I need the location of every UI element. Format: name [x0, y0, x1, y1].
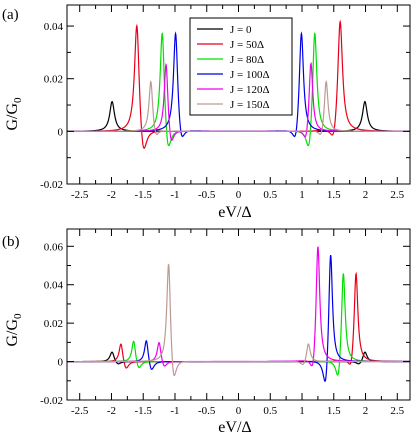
x-tick-label: -1.5 — [135, 189, 153, 201]
x-tick-label: -1.5 — [135, 405, 153, 417]
panel-a-ylabel: G/G0 — [4, 97, 24, 131]
panel-b-label: (b) — [2, 234, 20, 250]
y-tick-label: -0.02 — [40, 395, 63, 407]
panel-b: (b) -2.5 -2 -1.5 -1 -0.5 0 0.5 1 1.5 2 2.5 -0.02 0 0.… — [2, 228, 411, 434]
legend-label: J = 100Δ — [230, 69, 270, 81]
y-tick-label: 0.02 — [44, 74, 63, 86]
x-tick-label: 2.5 — [390, 405, 404, 417]
x-tick-label: -2.5 — [71, 189, 89, 201]
legend-label: J = 0 — [230, 24, 252, 36]
x-tick-label: -2.5 — [71, 405, 89, 417]
panel-a-label: (a) — [2, 7, 19, 23]
y-tick-label: 0 — [58, 357, 64, 369]
legend-label: J = 50Δ — [230, 39, 264, 51]
legend-label: J = 80Δ — [230, 54, 264, 66]
x-tick-label: 2 — [363, 405, 369, 417]
y-tick-label: 0.04 — [44, 21, 64, 33]
y-tick-label: -0.02 — [40, 179, 63, 191]
x-tick-label: -1 — [170, 405, 179, 417]
x-tick-label: 2 — [363, 189, 369, 201]
x-tick-label: -0.5 — [198, 189, 216, 201]
legend-label: J = 120Δ — [230, 84, 270, 96]
y-tick-label: 0.06 — [44, 241, 64, 253]
x-tick-label: 1.5 — [327, 405, 341, 417]
legend-box — [189, 17, 293, 116]
x-tick-label: 0 — [236, 405, 242, 417]
x-tick-label: 0.5 — [263, 405, 277, 417]
x-tick-label: -1 — [170, 189, 179, 201]
legend-label: J = 150Δ — [230, 99, 270, 111]
x-tick-label: 1.5 — [327, 189, 341, 201]
panel-b-xlabel: eV/Δ — [218, 419, 251, 434]
panel-a-xlabel: eV/Δ — [218, 204, 251, 221]
panel-a-legend: J = 0 J = 50Δ J = 80Δ J = 100Δ J = 120Δ J = 1… — [189, 17, 293, 116]
x-tick-label: -2 — [107, 405, 116, 417]
series-line-b-4 — [67, 246, 410, 367]
series-line-b-1 — [67, 271, 410, 369]
panel-a-curves — [67, 19, 410, 149]
x-tick-label: 1 — [299, 405, 305, 417]
panel-a-axes: -2.5 -2 -1.5 -1 -0.5 0 0.5 1 1.5 2 2.5 -0.02 0 0.02 0.… — [40, 4, 411, 201]
panel-a: (a) -2.5 -2 -1.5 -1 -0.5 0 0.5 1 1.5 2 2.5 -0.02 0 0.… — [2, 4, 411, 221]
y-tick-label: 0 — [58, 126, 64, 138]
series-line-b-5 — [67, 263, 410, 377]
x-tick-label: -0.5 — [198, 405, 216, 417]
x-tick-label: 2.5 — [390, 189, 404, 201]
panel-b-ylabel: G/G0 — [4, 313, 24, 347]
series-line-a-5 — [67, 80, 410, 135]
x-tick-label: 0.5 — [263, 189, 277, 201]
panel-b-curves — [67, 246, 410, 383]
x-tick-label: -2 — [107, 189, 116, 201]
x-tick-label: 0 — [236, 189, 242, 201]
x-tick-label: 1 — [299, 189, 305, 201]
y-tick-label: 0.04 — [44, 280, 64, 292]
panel-b-axes: -2.5 -2 -1.5 -1 -0.5 0 0.5 1 1.5 2 2.5 -0.02 0 0.02 0.… — [40, 228, 411, 417]
y-tick-label: 0.02 — [44, 318, 63, 330]
